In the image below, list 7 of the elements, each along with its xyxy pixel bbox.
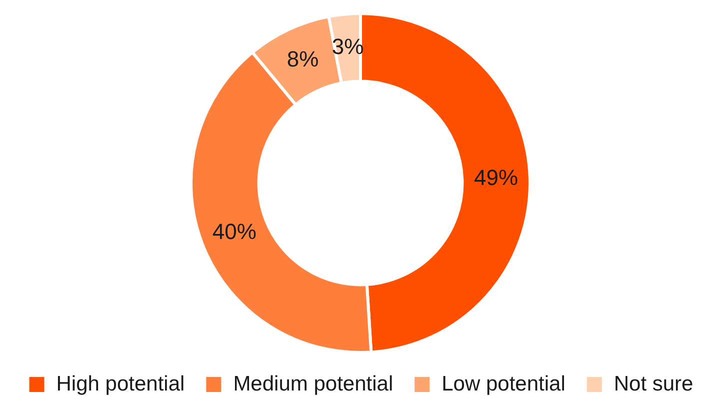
- legend-label: Low potential: [442, 372, 566, 396]
- legend-label: High potential: [56, 372, 185, 396]
- data-label: 8%: [286, 46, 319, 72]
- legend-label: Medium potential: [233, 372, 394, 396]
- data-label: 49%: [474, 164, 518, 190]
- data-label: 40%: [212, 218, 256, 244]
- legend-label: Not sure: [614, 372, 694, 396]
